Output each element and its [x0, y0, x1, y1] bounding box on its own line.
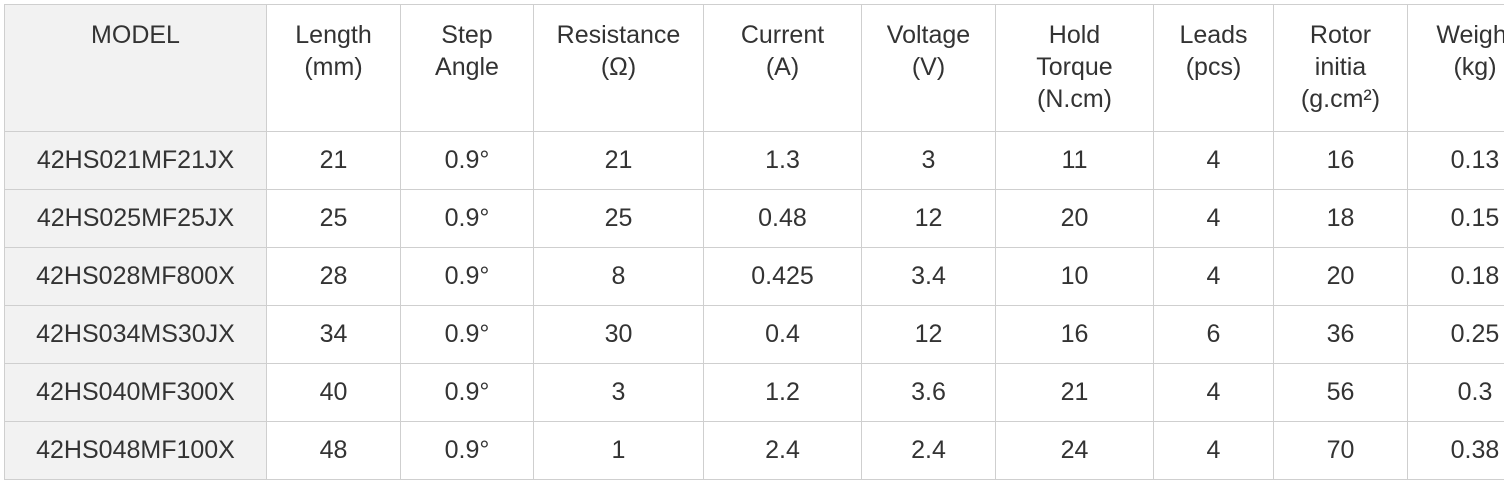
cell-leads: 4 [1153, 247, 1274, 306]
cell-leads: 4 [1153, 421, 1274, 480]
table-row: 42HS025MF25JX 25 0.9° 25 0.48 12 20 4 18… [4, 189, 1504, 248]
cell-voltage: 3.6 [861, 363, 996, 422]
cell-length: 34 [266, 305, 401, 364]
cell-current: 2.4 [703, 421, 862, 480]
cell-resistance: 25 [533, 189, 704, 248]
cell-rotor-inertia: 20 [1273, 247, 1408, 306]
cell-voltage: 3 [861, 131, 996, 190]
cell-resistance: 8 [533, 247, 704, 306]
header-length: Length (mm) [266, 4, 401, 132]
cell-rotor-inertia: 18 [1273, 189, 1408, 248]
cell-hold-torque: 16 [995, 305, 1154, 364]
cell-hold-torque: 20 [995, 189, 1154, 248]
cell-resistance: 21 [533, 131, 704, 190]
cell-length: 25 [266, 189, 401, 248]
table-row: 42HS034MS30JX 34 0.9° 30 0.4 12 16 6 36 … [4, 305, 1504, 364]
cell-step-angle: 0.9° [400, 131, 534, 190]
header-voltage: Voltage (V) [861, 4, 996, 132]
cell-hold-torque: 11 [995, 131, 1154, 190]
header-current: Current (A) [703, 4, 862, 132]
cell-hold-torque: 24 [995, 421, 1154, 480]
cell-model: 42HS021MF21JX [4, 131, 267, 190]
cell-length: 48 [266, 421, 401, 480]
cell-step-angle: 0.9° [400, 247, 534, 306]
cell-rotor-inertia: 70 [1273, 421, 1408, 480]
cell-rotor-inertia: 16 [1273, 131, 1408, 190]
header-leads: Leads (pcs) [1153, 4, 1274, 132]
cell-weight: 0.18 [1407, 247, 1504, 306]
cell-resistance: 3 [533, 363, 704, 422]
cell-current: 0.48 [703, 189, 862, 248]
header-step-angle: Step Angle [400, 4, 534, 132]
header-resistance: Resistance (Ω) [533, 4, 704, 132]
cell-hold-torque: 21 [995, 363, 1154, 422]
table-row: 42HS040MF300X 40 0.9° 3 1.2 3.6 21 4 56 … [4, 363, 1504, 422]
cell-rotor-inertia: 36 [1273, 305, 1408, 364]
cell-leads: 4 [1153, 363, 1274, 422]
cell-step-angle: 0.9° [400, 421, 534, 480]
cell-leads: 4 [1153, 189, 1274, 248]
cell-voltage: 12 [861, 189, 996, 248]
cell-step-angle: 0.9° [400, 305, 534, 364]
cell-leads: 4 [1153, 131, 1274, 190]
spec-table-container: MODEL Length (mm) Step Angle Resistance … [4, 4, 1504, 480]
table-row: 42HS028MF800X 28 0.9° 8 0.425 3.4 10 4 2… [4, 247, 1504, 306]
cell-resistance: 30 [533, 305, 704, 364]
cell-hold-torque: 10 [995, 247, 1154, 306]
cell-leads: 6 [1153, 305, 1274, 364]
table-row: 42HS048MF100X 48 0.9° 1 2.4 2.4 24 4 70 … [4, 421, 1504, 480]
cell-current: 1.2 [703, 363, 862, 422]
header-rotor-inertia: Rotor initia (g.cm²) [1273, 4, 1408, 132]
cell-voltage: 3.4 [861, 247, 996, 306]
cell-length: 40 [266, 363, 401, 422]
cell-weight: 0.3 [1407, 363, 1504, 422]
cell-model: 42HS034MS30JX [4, 305, 267, 364]
cell-rotor-inertia: 56 [1273, 363, 1408, 422]
table-header-row: MODEL Length (mm) Step Angle Resistance … [4, 4, 1504, 132]
cell-model: 42HS048MF100X [4, 421, 267, 480]
cell-resistance: 1 [533, 421, 704, 480]
cell-voltage: 12 [861, 305, 996, 364]
cell-step-angle: 0.9° [400, 363, 534, 422]
cell-length: 21 [266, 131, 401, 190]
table-row: 42HS021MF21JX 21 0.9° 21 1.3 3 11 4 16 0… [4, 131, 1504, 190]
cell-weight: 0.25 [1407, 305, 1504, 364]
cell-weight: 0.13 [1407, 131, 1504, 190]
cell-length: 28 [266, 247, 401, 306]
header-model: MODEL [4, 4, 267, 132]
header-weight: Weight (kg) [1407, 4, 1504, 132]
cell-current: 0.4 [703, 305, 862, 364]
header-hold-torque: Hold Torque (N.cm) [995, 4, 1154, 132]
cell-model: 42HS025MF25JX [4, 189, 267, 248]
cell-current: 1.3 [703, 131, 862, 190]
cell-voltage: 2.4 [861, 421, 996, 480]
cell-weight: 0.15 [1407, 189, 1504, 248]
cell-step-angle: 0.9° [400, 189, 534, 248]
stepper-motor-spec-table: MODEL Length (mm) Step Angle Resistance … [4, 4, 1504, 480]
cell-current: 0.425 [703, 247, 862, 306]
cell-model: 42HS028MF800X [4, 247, 267, 306]
cell-weight: 0.38 [1407, 421, 1504, 480]
cell-model: 42HS040MF300X [4, 363, 267, 422]
